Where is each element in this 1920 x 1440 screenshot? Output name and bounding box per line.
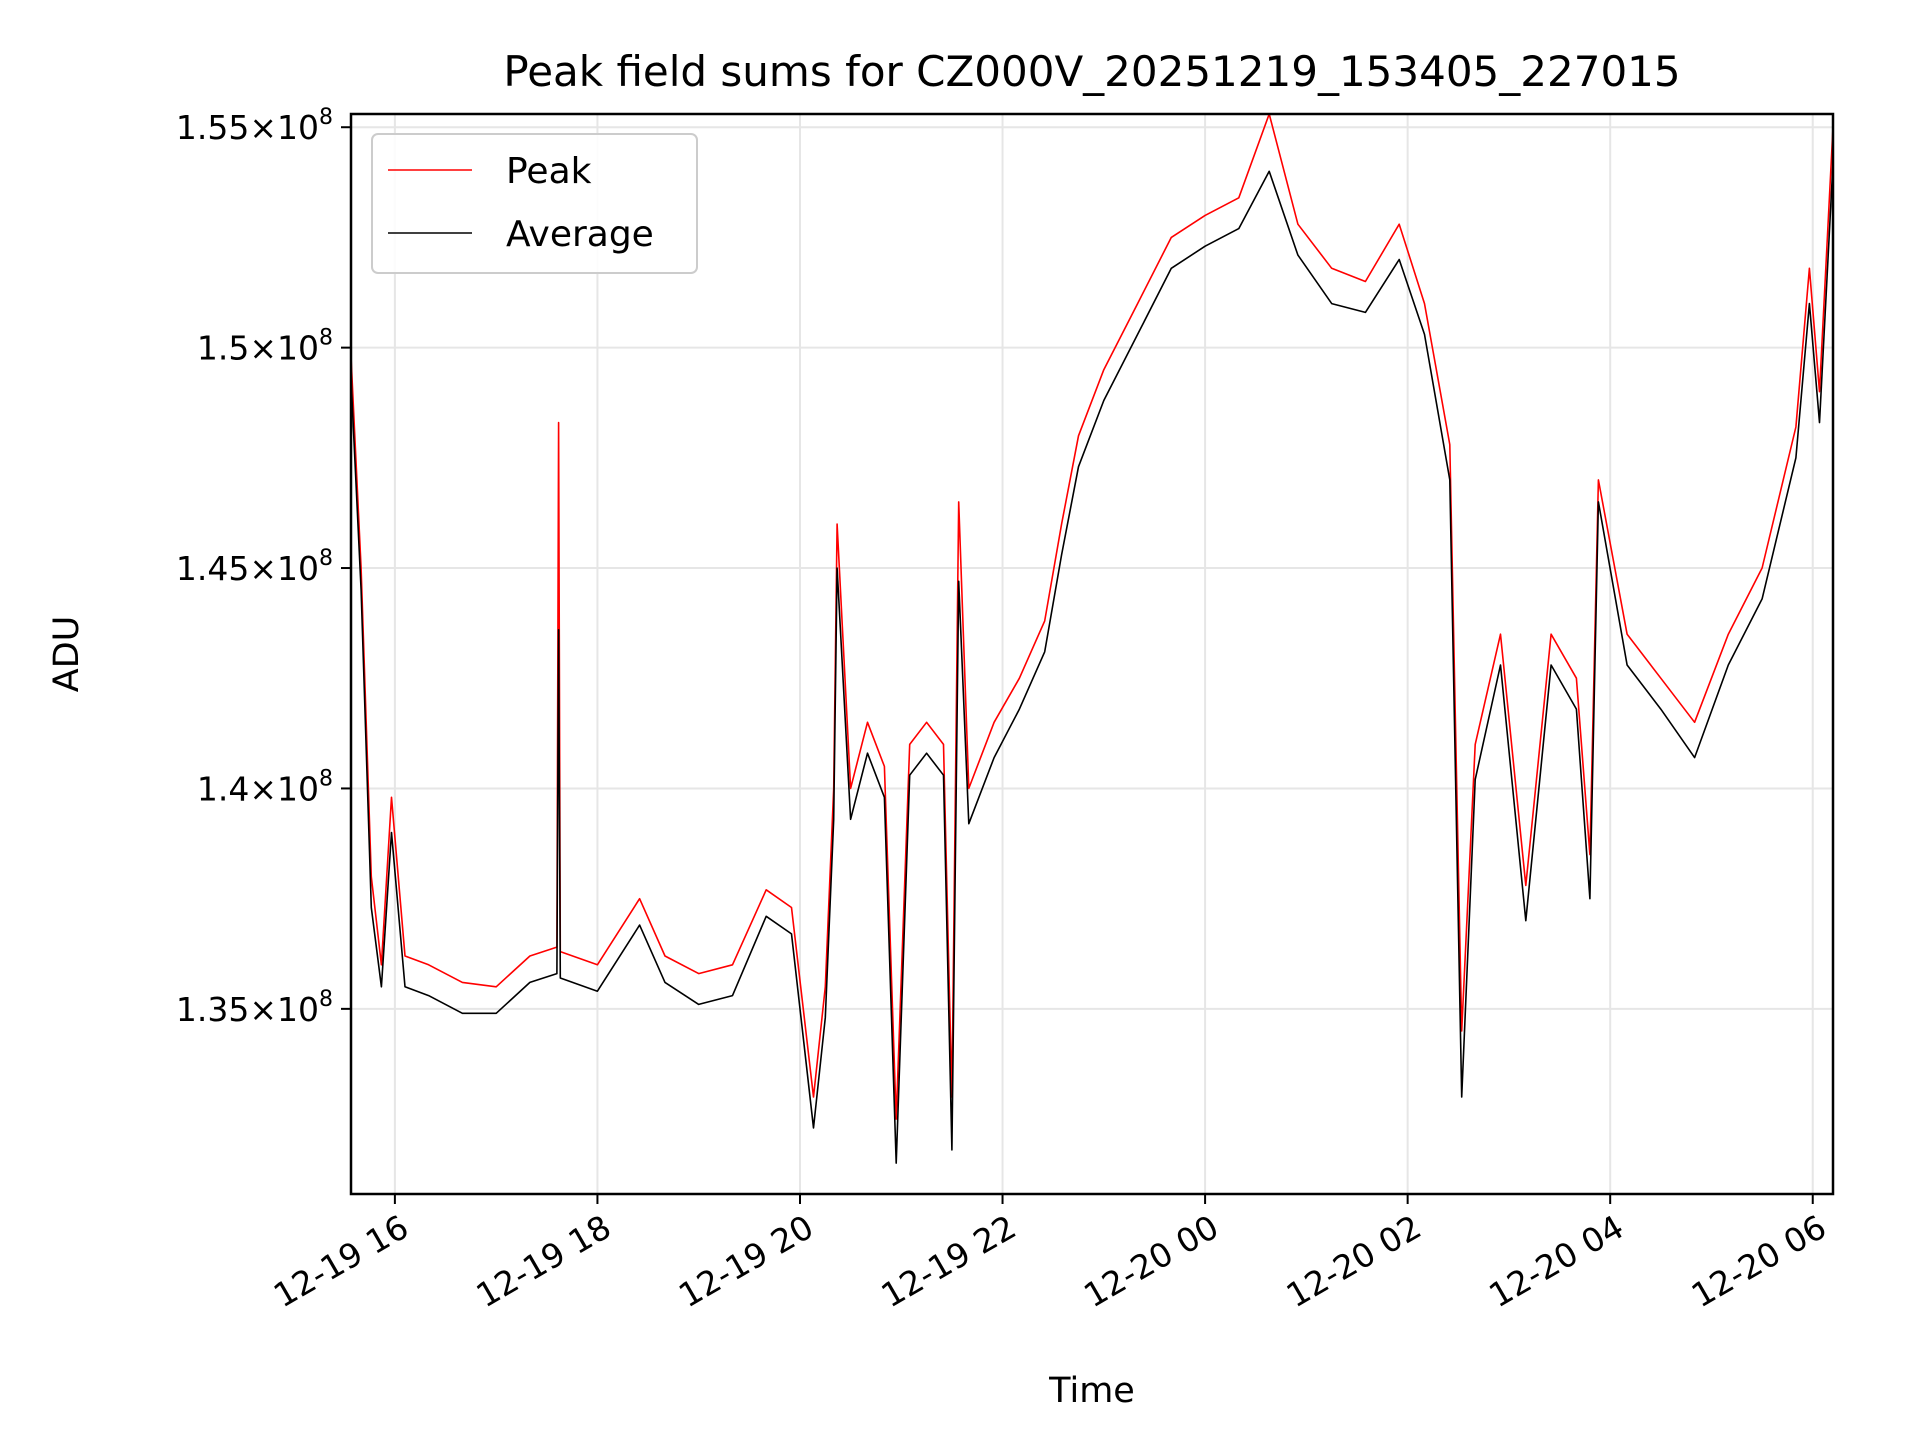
y-tick-label-4: 1.55×108 — [176, 105, 333, 147]
series-line-peak — [350, 113, 1834, 1120]
y-tick-label-1: 1.4×108 — [197, 766, 333, 808]
legend-box — [371, 133, 698, 274]
y-axis: 1.35×108 1.4×108 1.45×108 1.5×108 1.55×108 — [176, 105, 351, 1029]
y-tick-label-2: 1.45×108 — [176, 546, 333, 588]
plot-frame — [349, 112, 1835, 1196]
y-tick-label-0: 1.35×108 — [176, 987, 333, 1029]
series-layer — [350, 113, 1834, 1164]
legend: Peak Average — [371, 133, 698, 274]
x-axis-label: Time — [1048, 1371, 1135, 1411]
legend-label-peak: Peak — [506, 151, 592, 192]
legend-label-average: Average — [506, 214, 654, 255]
grid — [351, 114, 1833, 1194]
y-tick-label-3: 1.5×108 — [197, 326, 333, 368]
series-line-average — [350, 162, 1834, 1164]
y-axis-label: ADU — [47, 616, 87, 693]
chart-title: Peak field sums for CZ000V_20251219_1534… — [503, 47, 1680, 96]
